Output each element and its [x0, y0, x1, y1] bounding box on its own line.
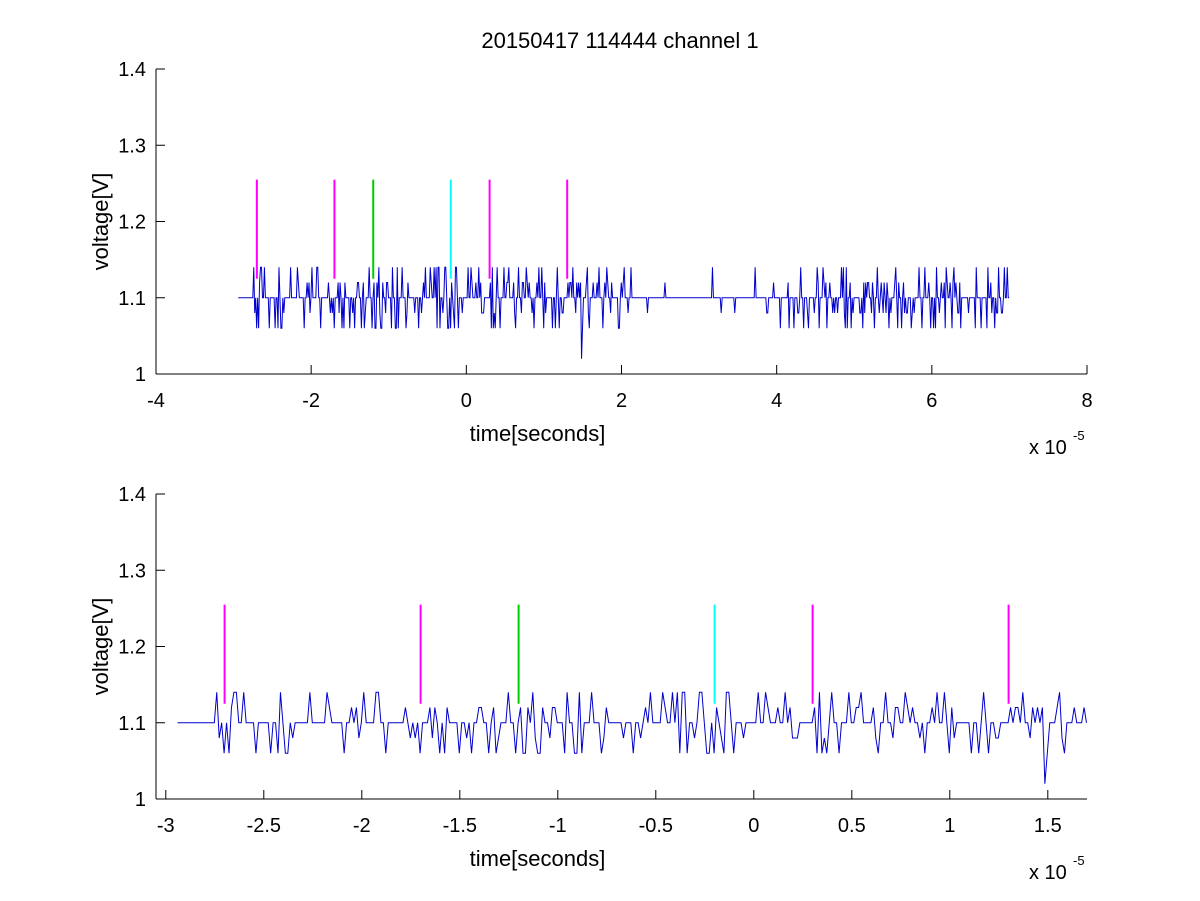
x-tick-label: -0.5 — [639, 815, 673, 837]
x-axis-exponent: -5 — [1073, 428, 1085, 443]
x-tick-label: -3 — [157, 815, 175, 837]
x-axis-multiplier: x 10 — [1029, 862, 1067, 884]
x-tick-label: 1 — [944, 815, 955, 837]
y-tick-label: 1.1 — [118, 713, 146, 735]
x-axis-multiplier: x 10 — [1029, 437, 1067, 459]
x-tick-label: 8 — [1081, 390, 1092, 412]
x-tick-label: -2.5 — [247, 815, 281, 837]
y-tick-label: 1.4 — [118, 484, 146, 506]
x-axis-label: time[seconds] — [470, 846, 606, 871]
x-tick-label: 0 — [461, 390, 472, 412]
y-tick-label: 1.2 — [118, 637, 146, 659]
x-tick-label: -4 — [147, 390, 165, 412]
bottom-subplot: -3 -2.5 -2 -1.5 -1 -0.5 0 0.5 1 1.5 1 1.1 1.2 1.3 1.4 t… — [88, 484, 1087, 884]
x-tick-label: 0.5 — [838, 815, 866, 837]
y-tick-label: 1.4 — [118, 59, 146, 81]
y-tick-label: 1.2 — [118, 212, 146, 234]
x-tick-label: 4 — [771, 390, 782, 412]
x-tick-label: -2 — [353, 815, 371, 837]
y-tick-label: 1.3 — [118, 135, 146, 157]
top-subplot: -4 -2 0 2 4 6 8 1 1.1 1.2 1.3 1.4 time[seconds] volta… — [88, 59, 1093, 459]
x-tick-label: 0 — [748, 815, 759, 837]
y-tick-label: 1 — [135, 364, 146, 386]
x-tick-label: 2 — [616, 390, 627, 412]
x-tick-label: 6 — [926, 390, 937, 412]
y-axis-label: voltage[V] — [88, 173, 113, 271]
voltage-trace — [177, 691, 1087, 784]
y-tick-label: 1 — [135, 789, 146, 811]
y-tick-label: 1.3 — [118, 560, 146, 582]
x-axis-exponent: -5 — [1073, 853, 1085, 868]
x-tick-label: 1.5 — [1034, 815, 1062, 837]
x-tick-label: -1 — [549, 815, 567, 837]
x-tick-label: -1.5 — [443, 815, 477, 837]
x-tick-label: -2 — [302, 390, 320, 412]
y-axis-label: voltage[V] — [88, 598, 113, 696]
voltage-trace — [238, 266, 1010, 359]
y-tick-label: 1.1 — [118, 288, 146, 310]
chart-title: 20150417 114444 channel 1 — [481, 28, 758, 53]
x-axis-label: time[seconds] — [470, 421, 606, 446]
